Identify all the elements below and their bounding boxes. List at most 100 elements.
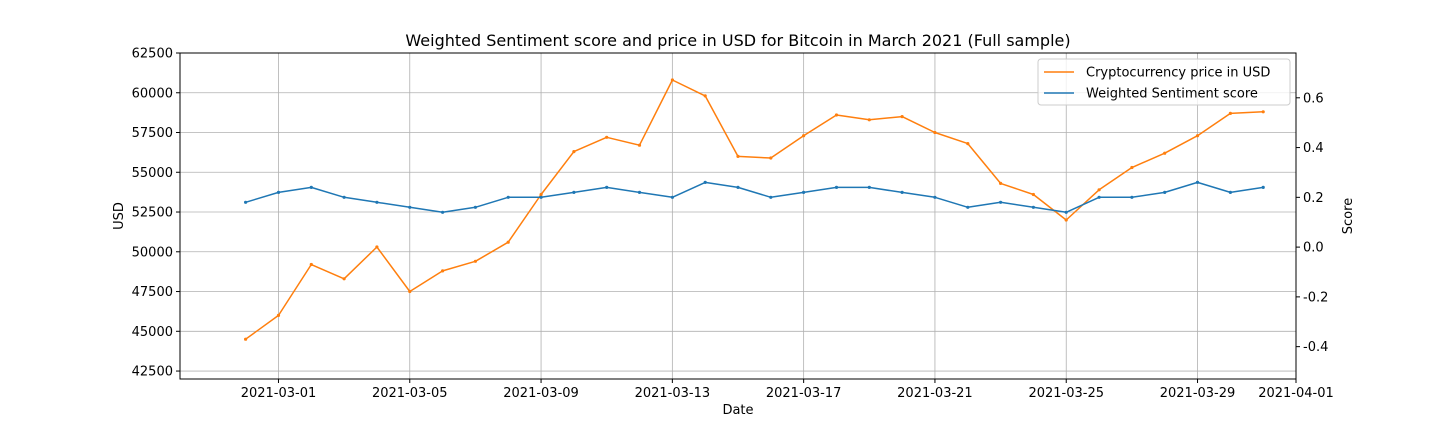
data-point-price — [1195, 134, 1200, 138]
data-point-price — [1064, 218, 1068, 222]
data-point-price — [1130, 165, 1134, 170]
legend-label-price: Cryptocurrency price in USD — [1086, 66, 1270, 81]
data-point-price — [473, 259, 477, 263]
series-layer — [244, 78, 1265, 341]
data-point-sentiment — [605, 185, 609, 189]
data-point-sentiment — [966, 205, 970, 209]
ticks: 2021-03-01 2021-03-05 2021-03-09 2021-03-13… — [132, 47, 1334, 402]
data-point-price — [1261, 110, 1265, 114]
data-point-price — [309, 262, 313, 267]
data-point-sentiment — [736, 185, 740, 189]
data-point-sentiment — [572, 190, 576, 194]
data-point-sentiment — [441, 210, 445, 214]
data-point-sentiment — [506, 195, 510, 199]
data-point-sentiment — [375, 200, 379, 204]
data-point-price — [572, 150, 576, 154]
y-left-tick-label: 50000 — [132, 245, 173, 260]
data-point-price — [506, 240, 510, 244]
data-point-sentiment — [703, 180, 707, 184]
data-point-sentiment — [408, 205, 412, 209]
data-point-price — [441, 269, 445, 273]
data-point-sentiment — [1130, 195, 1134, 199]
data-point-price — [900, 115, 904, 119]
y-left-tick-label: 47500 — [132, 285, 173, 300]
data-point-price — [605, 135, 609, 139]
legend: Cryptocurrency price in USD Weighted Sen… — [1037, 58, 1291, 106]
series-line-sentiment — [245, 181, 1264, 214]
data-point-sentiment — [933, 195, 937, 199]
y-left-tick-label: 45000 — [132, 325, 173, 340]
series-line-price — [245, 79, 1264, 340]
y-right-tick-label: 0.4 — [1303, 141, 1324, 156]
data-point-sentiment — [342, 195, 346, 199]
data-point-price — [276, 313, 281, 317]
y-right-tick-label: -0.2 — [1303, 290, 1328, 305]
data-point-price — [933, 130, 937, 135]
x-tick-label: 2021-03-29 — [1160, 386, 1236, 401]
data-point-sentiment — [309, 185, 313, 189]
data-point-sentiment — [999, 200, 1003, 204]
data-point-sentiment — [1163, 190, 1167, 194]
data-point-price — [375, 245, 379, 249]
x-tick-label: 2021-04-01 — [1258, 386, 1334, 401]
data-point-sentiment — [834, 185, 839, 189]
data-point-sentiment — [867, 185, 871, 189]
data-point-sentiment — [802, 190, 806, 194]
y-left-tick-label: 62500 — [132, 47, 173, 62]
data-point-price — [999, 181, 1003, 185]
y-right-tick-label: 0.6 — [1303, 91, 1324, 106]
data-point-price — [539, 192, 543, 197]
data-point-price — [966, 142, 970, 146]
data-point-price — [834, 113, 839, 117]
data-point-price — [867, 118, 871, 122]
y-left-tick-label: 42500 — [132, 365, 173, 380]
data-point-price — [670, 78, 675, 82]
data-point-sentiment — [1064, 210, 1068, 214]
x-tick-label: 2021-03-25 — [1028, 386, 1104, 401]
legend-label-sentiment: Weighted Sentiment score — [1086, 87, 1258, 102]
y-left-tick-label: 52500 — [132, 206, 173, 221]
data-point-price — [703, 94, 707, 98]
data-point-price — [342, 277, 346, 281]
data-point-sentiment — [900, 190, 904, 194]
data-point-sentiment — [539, 195, 543, 199]
data-point-sentiment — [637, 190, 642, 194]
data-point-price — [1031, 192, 1035, 197]
y-left-tick-label: 57500 — [132, 126, 173, 141]
y-right-tick-label: 0.0 — [1303, 241, 1324, 256]
x-tick-label: 2021-03-01 — [241, 386, 317, 401]
data-point-sentiment — [276, 190, 281, 194]
data-point-price — [802, 134, 806, 138]
data-point-price — [1228, 111, 1232, 115]
y-right-tick-label: 0.2 — [1303, 191, 1324, 206]
x-tick-label: 2021-03-09 — [503, 386, 579, 401]
legend-box — [1037, 58, 1291, 106]
data-point-price — [408, 289, 412, 294]
data-point-sentiment — [670, 195, 675, 199]
data-point-price — [736, 154, 740, 158]
data-point-sentiment — [473, 205, 477, 209]
data-point-sentiment — [1261, 185, 1265, 189]
y-left-tick-label: 55000 — [132, 166, 173, 181]
data-point-sentiment — [1228, 190, 1232, 194]
y-left-tick-label: 60000 — [132, 86, 173, 101]
data-point-price — [769, 156, 773, 160]
x-tick-label: 2021-03-21 — [897, 386, 973, 401]
plot-frame — [179, 52, 1297, 380]
data-point-sentiment — [1097, 195, 1101, 199]
data-point-price — [1163, 151, 1167, 155]
chart-title: Weighted Sentiment score and price in US… — [405, 31, 1070, 50]
y-axis-left-label: USD — [112, 202, 127, 230]
x-axis-label: Date — [722, 403, 753, 418]
x-tick-label: 2021-03-05 — [372, 386, 448, 401]
y-axis-right-label: Score — [1341, 198, 1356, 234]
data-point-sentiment — [769, 195, 773, 199]
data-point-sentiment — [1195, 180, 1200, 184]
data-point-price — [1097, 188, 1101, 192]
data-point-sentiment — [244, 200, 248, 204]
data-point-price — [244, 337, 248, 341]
x-tick-label: 2021-03-17 — [766, 386, 842, 401]
data-point-sentiment — [1031, 205, 1035, 209]
data-point-price — [637, 143, 642, 147]
